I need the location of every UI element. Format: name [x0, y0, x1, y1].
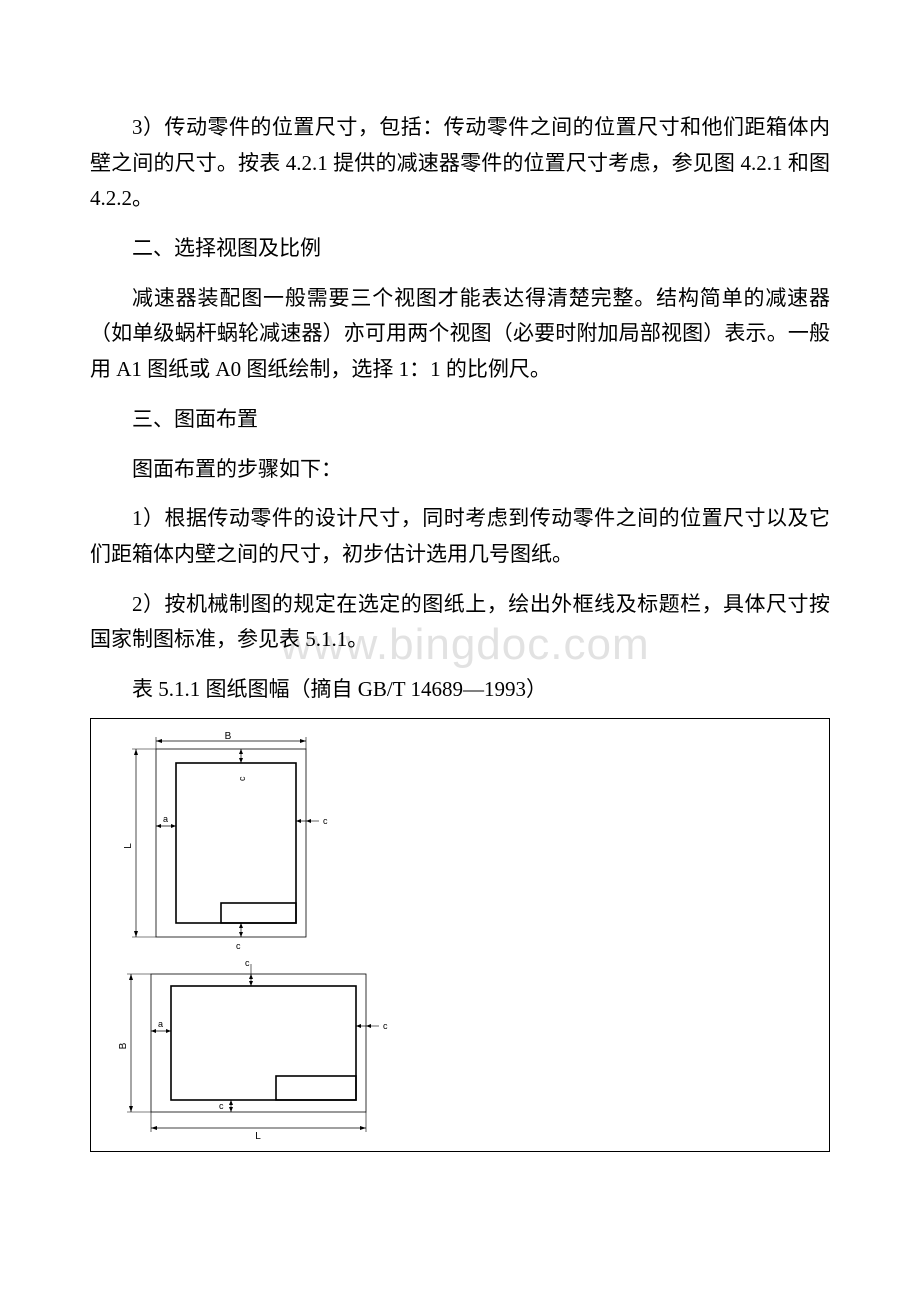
- paper-format-diagram-landscape: c a c c B: [101, 956, 401, 1141]
- paragraph-3: 图面布置的步骤如下：: [90, 452, 830, 488]
- dim-label-B-2: B: [118, 1042, 129, 1049]
- heading-3: 三、图面布置: [90, 402, 830, 438]
- dim-label-a-2: a: [158, 1019, 163, 1029]
- dim-label-c-top-2: c: [245, 958, 250, 968]
- paragraph-2: 减速器装配图一般需要三个视图才能表达得清楚完整。结构简单的减速器（如单级蜗杆蜗轮…: [90, 281, 830, 388]
- paragraph-4: 1）根据传动零件的设计尺寸，同时考虑到传动零件之间的位置尺寸以及它们距箱体内壁之…: [90, 501, 830, 572]
- dim-label-L: L: [123, 842, 134, 848]
- dim-label-a: a: [163, 814, 168, 824]
- heading-2: 二、选择视图及比例: [90, 231, 830, 267]
- dim-label-B: B: [225, 731, 232, 742]
- paragraph-1: 3）传动零件的位置尺寸，包括：传动零件之间的位置尺寸和他们距箱体内壁之间的尺寸。…: [90, 110, 830, 217]
- page-content: 3）传动零件的位置尺寸，包括：传动零件之间的位置尺寸和他们距箱体内壁之间的尺寸。…: [90, 110, 830, 1152]
- paper-format-diagram-portrait: B L a c c: [101, 731, 381, 956]
- dim-label-c-bottom-2: c: [219, 1101, 224, 1111]
- dim-label-c-right-2: c: [383, 1021, 388, 1031]
- dim-label-L-2: L: [255, 1131, 261, 1141]
- dim-label-c-right: c: [323, 816, 328, 826]
- table-caption: 表 5.1.1 图纸图幅（摘自 GB/T 14689—1993）: [90, 672, 830, 708]
- dim-label-c-bottom: c: [236, 941, 241, 951]
- dim-label-c-top: c: [237, 776, 247, 781]
- paragraph-5: 2）按机械制图的规定在选定的图纸上，绘出外框线及标题栏，具体尺寸按国家制图标准，…: [90, 587, 830, 658]
- diagram-container: B L a c c: [90, 718, 830, 1152]
